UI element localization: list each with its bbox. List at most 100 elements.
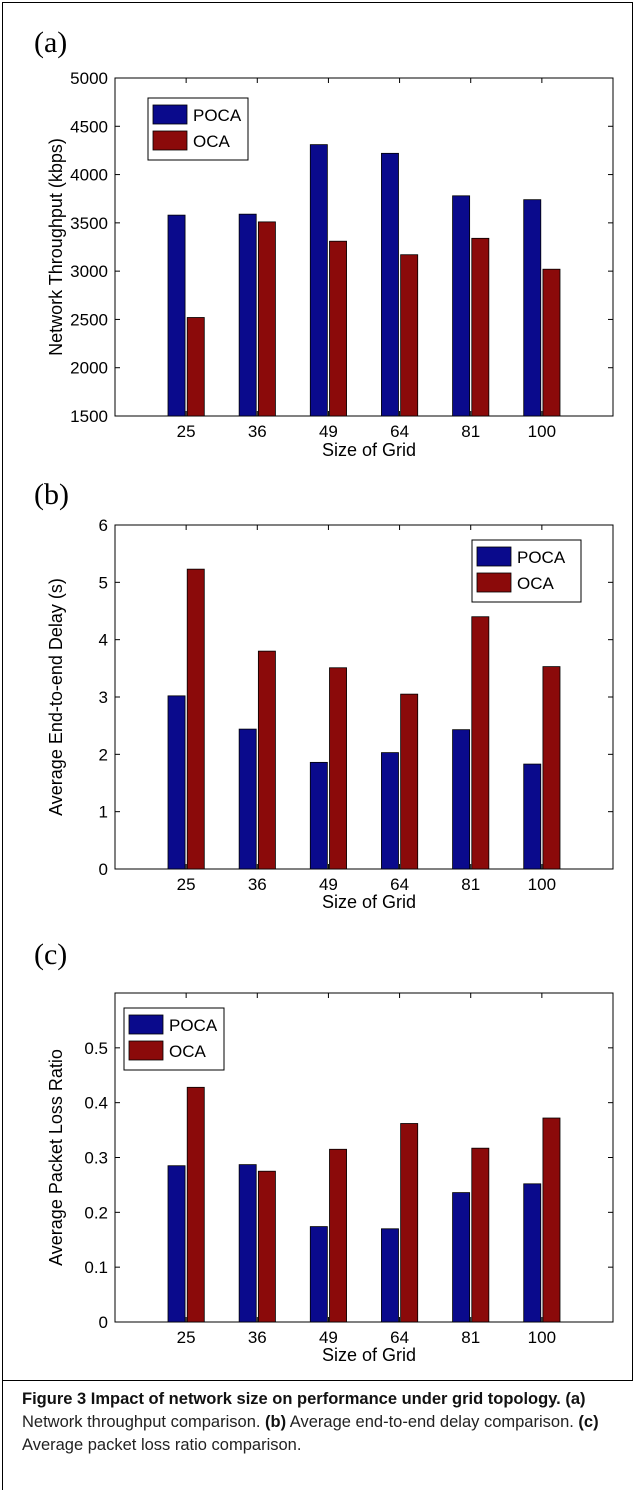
- caption-rule: [2, 1380, 633, 1381]
- x-tick-label: 100: [528, 422, 556, 441]
- bar-poca-81: [452, 729, 471, 870]
- chart-panel-a: (a) 1500 2000 2500 3000 3500 4000 4500 5000 25 36 4…: [34, 26, 614, 460]
- legend: POCA OCA: [147, 97, 249, 161]
- legend-swatch-poca: [476, 546, 512, 567]
- bar-oca-64: [400, 1123, 419, 1323]
- x-tick-label: 25: [177, 875, 196, 894]
- bar-oca-64: [400, 254, 419, 417]
- x-tick-label: 49: [319, 1328, 338, 1347]
- legend-label-oca: OCA: [193, 132, 231, 151]
- x-axis-label: Size of Grid: [322, 892, 416, 912]
- bar-oca-81: [471, 237, 490, 417]
- bar-oca-25: [186, 317, 205, 417]
- chart-panel-c: (c) 0 0.1 0.2 0.3 0.4 0.5 25 36 49 64 81 100 Size of …: [34, 938, 614, 1365]
- bar-poca-36: [238, 1164, 257, 1323]
- bar-oca-36: [257, 221, 276, 417]
- bar-oca-100: [542, 1117, 561, 1323]
- legend-label-oca: OCA: [517, 574, 555, 593]
- bar-poca-49: [309, 761, 328, 870]
- y-tick-label: 4000: [70, 166, 108, 185]
- bar-oca-64: [400, 693, 419, 870]
- bar-poca-49: [309, 1226, 328, 1323]
- bar-poca-81: [452, 1192, 471, 1323]
- y-tick-label: 2: [99, 745, 108, 764]
- x-tick-label: 100: [528, 875, 556, 894]
- y-tick-label: 3: [99, 688, 108, 707]
- y-tick-label: 4500: [70, 117, 108, 136]
- legend: POCA OCA: [123, 1007, 225, 1071]
- panel-label: (c): [34, 938, 67, 971]
- bar-poca-100: [523, 199, 542, 417]
- y-axis-label: Average End-to-end Delay (s): [46, 578, 66, 816]
- legend-swatch-oca: [476, 572, 512, 593]
- legend-label-poca: POCA: [193, 106, 242, 125]
- bar-poca-25: [167, 695, 186, 870]
- chart-panel-b: (b) 0 1 2 3 4 5 6 25 36 49 64 81 100 Size of Grid Avera…: [34, 478, 614, 912]
- caption-part-c-text: Average packet loss ratio comparison.: [22, 1436, 302, 1454]
- x-tick-label: 25: [177, 422, 196, 441]
- y-tick-label: 6: [99, 516, 108, 535]
- y-tick-label: 0: [99, 860, 108, 879]
- bar-poca-64: [381, 752, 399, 870]
- bar-poca-36: [238, 213, 257, 417]
- x-tick-label: 64: [390, 1328, 409, 1347]
- caption-part-a-label: (a): [565, 1390, 586, 1408]
- bar-poca-25: [167, 214, 186, 417]
- legend: POCA OCA: [471, 539, 582, 603]
- y-tick-label: 2500: [70, 310, 108, 329]
- x-tick-label: 64: [390, 875, 409, 894]
- bar-poca-36: [238, 728, 257, 870]
- bar-oca-100: [542, 666, 561, 870]
- panel-label: (a): [34, 26, 67, 59]
- y-tick-label: 1: [99, 803, 108, 822]
- caption-part-a-text: Network throughput comparison.: [22, 1413, 266, 1431]
- bar-poca-25: [167, 1165, 186, 1323]
- bar-oca-49: [329, 667, 347, 870]
- caption-part-c-label: (c): [578, 1413, 599, 1431]
- y-axis-label: Network Throughput (kbps): [46, 138, 66, 356]
- y-tick-label: 2000: [70, 359, 108, 378]
- frame-border-top: [2, 2, 633, 3]
- bar-poca-81: [452, 195, 471, 417]
- y-tick-label: 3500: [70, 214, 108, 233]
- legend-swatch-oca: [128, 1040, 164, 1061]
- legend-swatch-poca: [128, 1014, 164, 1035]
- y-tick-label: 0.1: [84, 1258, 108, 1277]
- y-tick-label: 0.2: [84, 1203, 108, 1222]
- legend-label-poca: POCA: [169, 1016, 218, 1035]
- bar-poca-64: [381, 152, 399, 417]
- caption-figure-label: Figure 3 Impact of network size on perfo…: [22, 1390, 561, 1408]
- y-tick-label: 0.5: [84, 1039, 108, 1058]
- y-axis-label: Average Packet Loss Ratio: [46, 1049, 66, 1266]
- x-tick-label: 36: [248, 875, 267, 894]
- bar-oca-25: [186, 1086, 205, 1323]
- x-tick-label: 81: [461, 422, 480, 441]
- figure-caption: Figure 3 Impact of network size on perfo…: [22, 1388, 617, 1457]
- bar-oca-36: [257, 1170, 276, 1323]
- y-tick-label: 3000: [70, 262, 108, 281]
- legend-swatch-poca: [152, 104, 188, 125]
- legend-label-poca: POCA: [517, 548, 566, 567]
- bar-poca-64: [381, 1228, 399, 1323]
- bar-poca-49: [309, 144, 328, 417]
- bar-oca-36: [257, 650, 276, 870]
- x-axis-label: Size of Grid: [322, 1345, 416, 1365]
- legend-label-oca: OCA: [169, 1042, 207, 1061]
- legend-swatch-oca: [152, 130, 188, 151]
- panel-label: (b): [34, 478, 69, 511]
- x-axis-label: Size of Grid: [322, 440, 416, 460]
- y-tick-label: 4: [99, 631, 108, 650]
- y-tick-label: 5000: [70, 69, 108, 88]
- x-tick-label: 49: [319, 422, 338, 441]
- y-tick-label: 0.3: [84, 1149, 108, 1168]
- frame-border-left: [2, 2, 3, 1490]
- caption-part-b-text: Average end-to-end delay comparison.: [286, 1413, 579, 1431]
- frame-border-right: [632, 2, 633, 1380]
- y-tick-label: 5: [99, 573, 108, 592]
- bar-oca-81: [471, 1147, 490, 1323]
- x-tick-label: 36: [248, 422, 267, 441]
- x-tick-label: 81: [461, 875, 480, 894]
- bar-oca-100: [542, 268, 561, 417]
